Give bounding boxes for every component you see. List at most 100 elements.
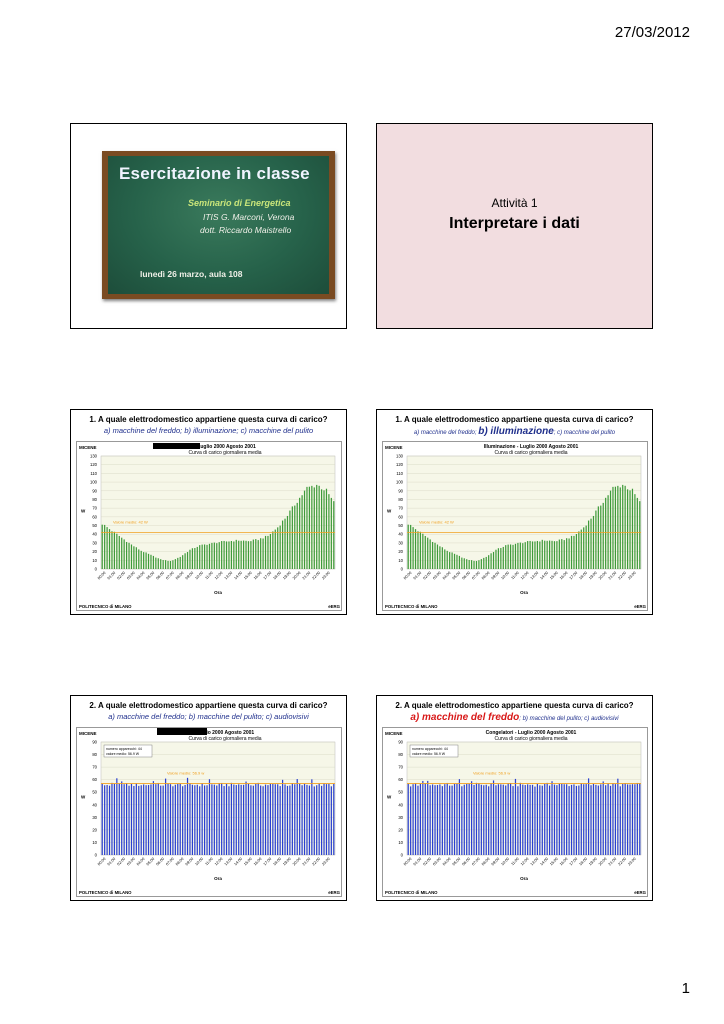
bar xyxy=(475,782,478,855)
x-tick-label: 13:00 xyxy=(530,857,540,867)
bar xyxy=(461,786,463,855)
bar xyxy=(410,524,412,569)
bar xyxy=(468,560,470,569)
bar xyxy=(130,544,133,569)
x-tick-label: 16:00 xyxy=(559,571,569,581)
bar xyxy=(466,783,468,855)
x-tick-label: 22:00 xyxy=(618,857,628,867)
footer-right: eERG xyxy=(634,604,646,609)
bar xyxy=(279,786,281,855)
bar xyxy=(488,786,490,855)
y-tick-label: 110 xyxy=(396,471,403,476)
x-tick-label: 15:00 xyxy=(243,857,253,867)
bar xyxy=(412,527,414,569)
x-tick-label: 04:00 xyxy=(442,571,452,581)
bar xyxy=(497,548,500,569)
bar xyxy=(299,497,301,569)
bar xyxy=(475,560,478,569)
y-tick-label: 60 xyxy=(92,777,97,782)
bar xyxy=(318,783,320,855)
legend-line: numero apparecchi: 44 xyxy=(412,747,448,751)
bar xyxy=(272,531,274,569)
bar xyxy=(208,543,211,569)
bar xyxy=(570,784,573,855)
x-tick-label: 09:00 xyxy=(185,857,195,867)
x-tick-label: 09:00 xyxy=(185,571,195,581)
activity-label: Attività 1 xyxy=(491,196,538,210)
bar xyxy=(291,783,293,855)
bar xyxy=(169,784,172,855)
footer-left: POLITECNICO di MILANO xyxy=(385,604,438,609)
y-tick-label: 60 xyxy=(92,514,97,519)
bar xyxy=(101,783,103,855)
bar xyxy=(585,784,587,855)
x-tick-label: 14:00 xyxy=(234,857,244,867)
x-axis-label: Ora xyxy=(214,876,222,881)
author-name: dott. Riccardo Maistrello xyxy=(200,225,292,235)
bar xyxy=(566,784,568,855)
bar xyxy=(553,784,556,855)
bar xyxy=(262,538,264,569)
y-tick-label: 130 xyxy=(90,454,98,459)
bar xyxy=(143,552,145,569)
x-tick-label: 14:00 xyxy=(540,857,550,867)
question-text: 1. A quale elettrodomestico appartiene q… xyxy=(395,415,634,424)
bar xyxy=(240,540,242,569)
bar xyxy=(429,539,431,569)
x-tick-label: 04:00 xyxy=(442,857,452,867)
bar xyxy=(162,560,164,569)
bar xyxy=(568,538,570,569)
slide-answer-2: 2. A quale elettrodomestico appartiene q… xyxy=(376,695,653,901)
bar xyxy=(221,541,223,569)
bar xyxy=(274,784,276,855)
bar xyxy=(527,784,529,855)
x-tick-label: 05:00 xyxy=(452,857,462,867)
corner-label: MICENE xyxy=(79,731,97,736)
bar xyxy=(269,534,272,569)
bar xyxy=(157,558,159,569)
bar xyxy=(614,486,617,569)
chart-title: Luglio 2000 Agosto 2001 xyxy=(196,730,255,736)
bar xyxy=(529,540,531,569)
bar xyxy=(478,560,480,569)
bar xyxy=(262,786,264,855)
bar xyxy=(221,782,223,855)
y-axis-label: W xyxy=(387,795,392,800)
bar xyxy=(294,505,296,569)
bar xyxy=(174,784,176,855)
chart-title: Illuminazione - Luglio 2000 Agosto 2001 xyxy=(484,444,579,450)
bar xyxy=(203,544,206,569)
bar xyxy=(316,484,318,569)
correct-option: b) illuminazione xyxy=(478,426,554,437)
bar xyxy=(626,784,629,855)
bar xyxy=(490,783,492,855)
x-tick-label: 17:00 xyxy=(569,571,579,581)
y-tick-label: 0 xyxy=(401,567,404,572)
bar xyxy=(505,785,507,855)
bar xyxy=(272,783,274,855)
bar xyxy=(553,541,556,569)
chart-svg: MICENE Illuminazione - Luglio 2000 Agosto… xyxy=(385,444,647,609)
mean-label: Valore medio: 56.9 w xyxy=(167,771,204,776)
y-axis-label: W xyxy=(387,509,392,514)
x-tick-label: 01:00 xyxy=(107,857,117,867)
x-tick-label: 12:00 xyxy=(214,857,224,867)
redacted-label xyxy=(153,443,200,449)
x-tick-label: 23:00 xyxy=(627,571,637,581)
plot-area xyxy=(406,455,642,570)
x-tick-label: 00:00 xyxy=(97,571,107,581)
question-text: 2. A quale elettrodomestico appartiene q… xyxy=(395,701,634,710)
y-tick-label: 120 xyxy=(396,462,404,467)
x-tick-label: 11:00 xyxy=(510,857,519,866)
y-tick-label: 40 xyxy=(92,532,97,537)
bar xyxy=(213,784,215,855)
bar xyxy=(211,784,213,855)
bar xyxy=(325,488,328,569)
bar xyxy=(622,484,624,569)
bar xyxy=(155,784,157,855)
x-tick-label: 08:00 xyxy=(481,857,491,867)
bar xyxy=(419,783,422,855)
x-tick-label: 19:00 xyxy=(282,571,292,581)
x-tick-label: 23:00 xyxy=(627,857,637,867)
